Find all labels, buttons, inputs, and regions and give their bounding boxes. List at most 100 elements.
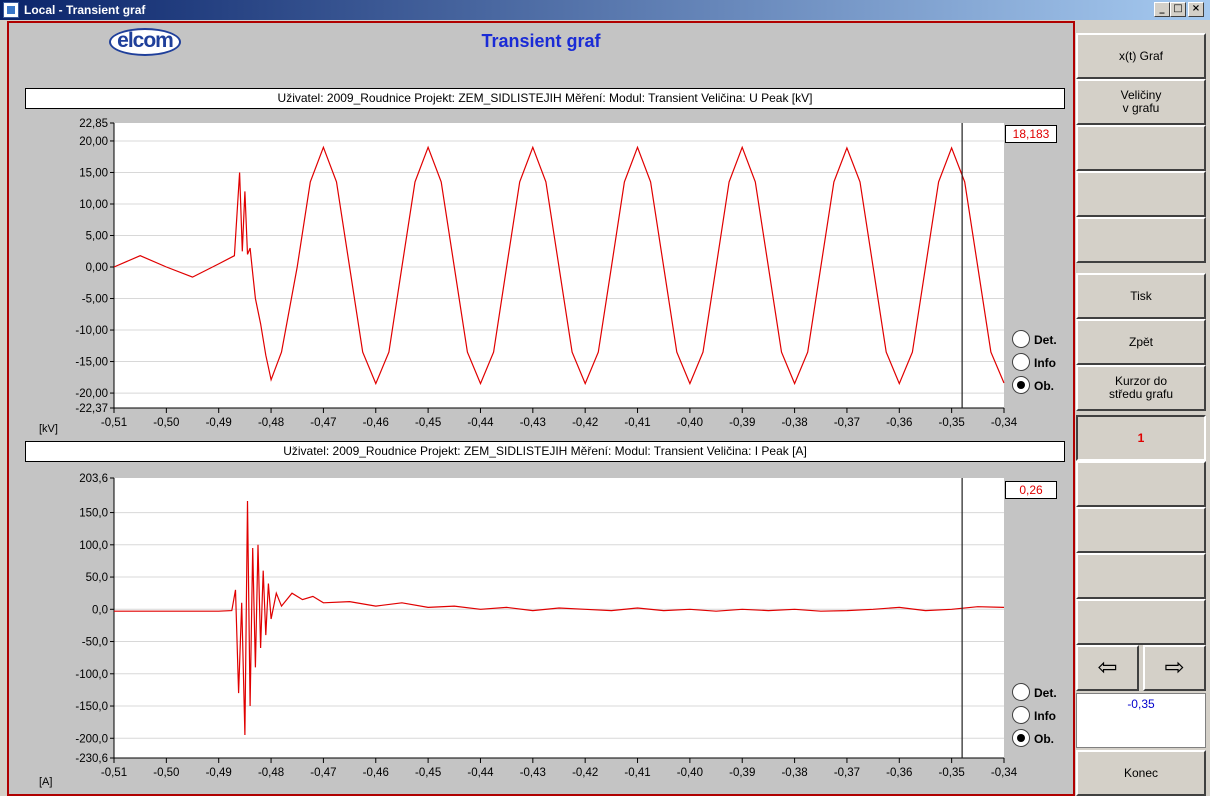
x-tick-label: -0,39 [729,767,755,779]
x-tick-label: -0,50 [153,767,179,779]
signal-line [113,145,1005,386]
x-tick-label: -0,45 [415,417,441,429]
radio-info[interactable]: Info [1012,704,1072,727]
x-tick-label: -0,49 [206,417,232,429]
end-button[interactable]: Konec [1076,750,1206,796]
signal-line [114,500,1005,736]
y-tick-label: -230,6 [75,753,108,765]
y-tick-label: -50,0 [82,637,108,649]
radio-det-label: Det. [1034,686,1057,700]
arrow-right-icon: ⇨ [1164,653,1185,681]
x-tick-label: -0,36 [886,417,912,429]
radio-info-circle[interactable] [1012,353,1030,371]
y-tick-label: 0,00 [86,262,108,274]
x-tick-label: -0,42 [572,767,598,779]
x-tick-label: -0,34 [991,417,1018,429]
x-tick-label: -0,50 [153,417,179,429]
y-tick-label: -15,00 [75,357,108,369]
voltage-unit-label: [kV] [39,423,58,435]
quantities-button[interactable]: Veličiny v grafu [1076,79,1206,125]
arrow-left-icon: ⇦ [1097,653,1118,681]
radio-ob-label: Ob. [1034,732,1054,746]
graph-frame: elcom Transient graf Uživatel: 2009_Roud… [7,21,1075,796]
y-tick-label: -10,00 [75,325,108,337]
x-tick-label: -0,42 [572,417,598,429]
current-radio-group: Det. Info Ob. [1012,681,1072,750]
blank-button-2[interactable] [1076,171,1206,217]
x-tick-label: -0,36 [886,767,912,779]
x-tick-label: -0,37 [834,417,860,429]
x-tick-label: -0,38 [781,417,807,429]
x-tick-label: -0,47 [310,417,336,429]
blank-button-5[interactable] [1076,507,1206,553]
y-tick-label: 0,0 [92,604,108,616]
blank-button-3[interactable] [1076,217,1206,263]
cursor-value-current: 0,26 [1005,481,1057,499]
radio-det[interactable]: Det. [1012,328,1072,351]
y-tick-label: -150,0 [75,701,108,713]
y-tick-label: 150,0 [79,508,108,520]
radio-det-circle[interactable] [1012,330,1030,348]
cursor-value-voltage: 18,183 [1005,125,1057,143]
radio-ob-label: Ob. [1034,379,1054,393]
x-tick-label: -0,40 [677,767,703,779]
x-tick-label: -0,45 [415,767,441,779]
x-tick-label: -0,34 [991,767,1018,779]
radio-ob-circle[interactable] [1012,729,1030,747]
x-tick-label: -0,44 [467,417,494,429]
y-tick-label: -5,00 [82,294,108,306]
x-tick-label: -0,41 [624,417,650,429]
x-tick-label: -0,37 [834,767,860,779]
x-tick-label: -0,38 [781,767,807,779]
current-unit-label: [A] [39,776,53,788]
x-tick-label: -0,44 [467,767,494,779]
maximize-button[interactable]: □ [1170,2,1186,17]
blank-button-6[interactable] [1076,553,1206,599]
voltage-chart[interactable]: 22,85 20,00 15,00 10,00 5,00 0,00 -5,00 -10,00 -… [19,113,1069,443]
radio-ob[interactable]: Ob. [1012,374,1072,397]
xt-graph-button[interactable]: x(t) Graf [1076,33,1206,79]
y-tick-label: -100,0 [75,669,108,681]
x-tick-label: -0,48 [258,767,284,779]
blank-button-7[interactable] [1076,599,1206,645]
page-title: Transient graf [481,31,601,51]
radio-ob-circle[interactable] [1012,376,1030,394]
side-button-panel: x(t) Graf Veličiny v grafu Tisk Zpět Kur… [1076,33,1206,796]
x-tick-label: -0,47 [310,767,336,779]
radio-det[interactable]: Det. [1012,681,1072,704]
current-chart-panel: 203,6 150,0 100,0 50,0 0,0 -50,0 -100,0 -150,0 -… [19,468,1069,793]
y-tick-label: -22,37 [75,403,108,415]
voltage-chart-panel: 22,85 20,00 15,00 10,00 5,00 0,00 -5,00 -10,00 -… [19,113,1069,443]
radio-info-circle[interactable] [1012,706,1030,724]
back-button[interactable]: Zpět [1076,319,1206,365]
minimize-button[interactable]: _ [1154,2,1170,17]
app-icon [3,2,19,18]
cursor-right-button[interactable]: ⇨ [1143,645,1206,691]
x-tick-label: -0,35 [939,417,965,429]
y-tick-label: -20,00 [75,388,108,400]
y-tick-label: 20,00 [79,136,108,148]
x-tick-label: -0,41 [624,767,650,779]
y-tick-label: 10,00 [79,199,108,211]
current-chart[interactable]: 203,6 150,0 100,0 50,0 0,0 -50,0 -100,0 -150,0 -… [19,468,1069,793]
blank-button-4[interactable] [1076,461,1206,507]
cursor-left-button[interactable]: ⇦ [1076,645,1139,691]
y-tick-label: 50,0 [86,572,108,584]
blank-button-1[interactable] [1076,125,1206,171]
print-button[interactable]: Tisk [1076,273,1206,319]
chart-info-bar-voltage: Uživatel: 2009_Roudnice Projekt: ZEM_SID… [25,88,1065,109]
plot-area [114,478,1004,758]
graph-selector-button[interactable]: 1 [1076,415,1206,461]
y-tick-label: 100,0 [79,540,108,552]
close-button[interactable]: × [1188,2,1204,17]
radio-ob[interactable]: Ob. [1012,727,1072,750]
x-tick-label: -0,51 [101,417,127,429]
radio-det-label: Det. [1034,333,1057,347]
cursor-center-button[interactable]: Kurzor do středu grafu [1076,365,1206,411]
radio-det-circle[interactable] [1012,683,1030,701]
elcom-logo: elcom [109,28,181,56]
radio-info[interactable]: Info [1012,351,1072,374]
y-tick-label: 5,00 [86,231,108,243]
x-tick-label: -0,51 [101,767,127,779]
